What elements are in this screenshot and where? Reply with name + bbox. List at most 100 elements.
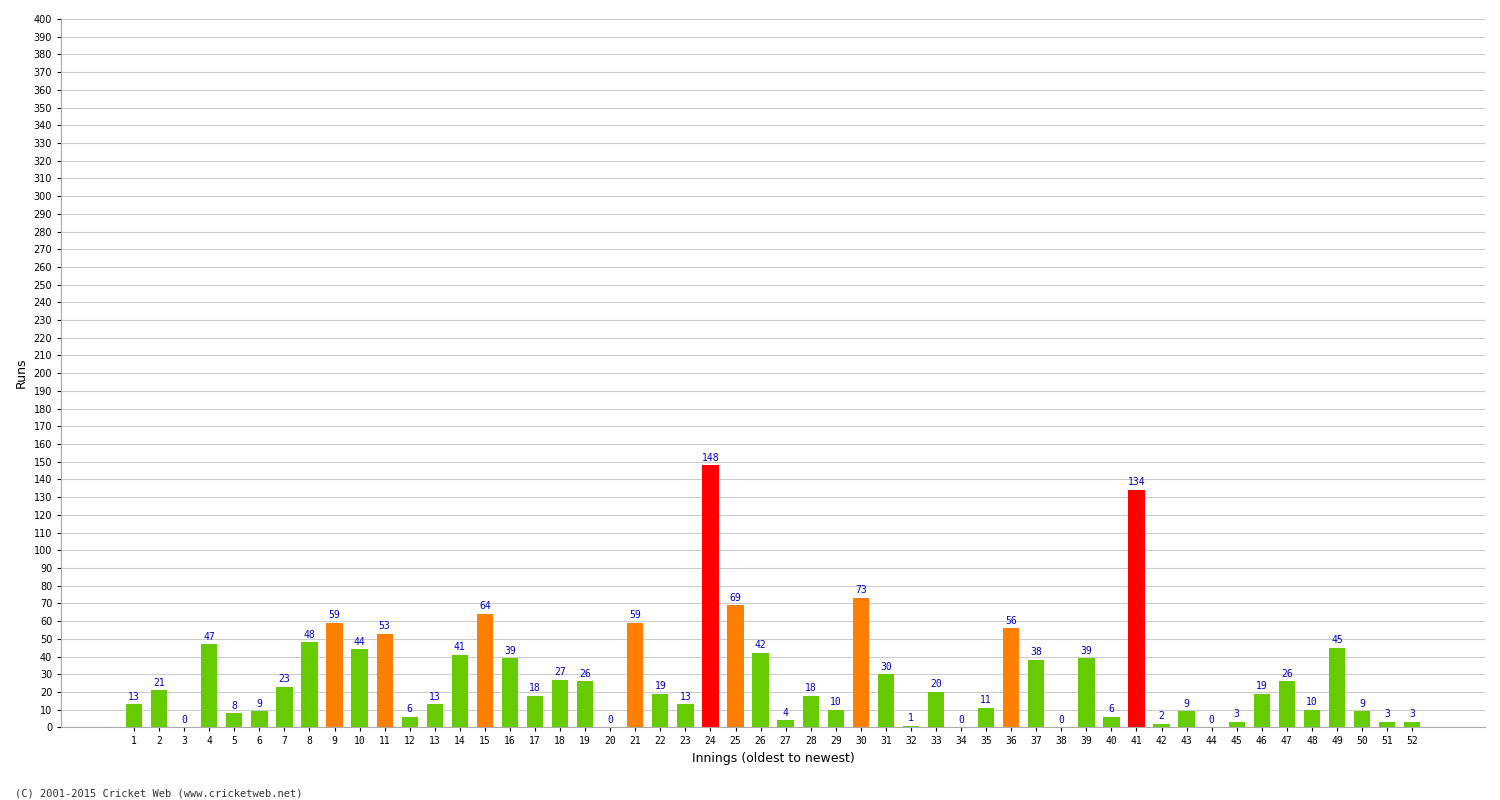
Bar — [1329, 648, 1346, 727]
Text: 8: 8 — [231, 701, 237, 710]
Text: 59: 59 — [328, 610, 340, 620]
Text: (C) 2001-2015 Cricket Web (www.cricketweb.net): (C) 2001-2015 Cricket Web (www.cricketwe… — [15, 788, 303, 798]
Bar — [1404, 722, 1420, 727]
Bar — [828, 710, 844, 727]
Text: 47: 47 — [204, 631, 214, 642]
Y-axis label: Runs: Runs — [15, 358, 28, 389]
Text: 148: 148 — [702, 453, 720, 462]
Text: 44: 44 — [354, 637, 366, 647]
Bar — [1128, 490, 1144, 727]
Bar — [1228, 722, 1245, 727]
Text: 0: 0 — [1209, 714, 1215, 725]
Text: 10: 10 — [1306, 697, 1318, 707]
Bar — [302, 642, 318, 727]
Text: 19: 19 — [1256, 681, 1268, 691]
Bar — [1254, 694, 1270, 727]
Text: 21: 21 — [153, 678, 165, 687]
Bar — [777, 720, 794, 727]
Bar — [627, 623, 644, 727]
Text: 56: 56 — [1005, 615, 1017, 626]
Text: 26: 26 — [1281, 669, 1293, 678]
Bar — [152, 690, 168, 727]
Bar — [578, 682, 594, 727]
Bar — [351, 650, 368, 727]
Bar — [327, 623, 342, 727]
Text: 53: 53 — [380, 621, 390, 631]
Text: 64: 64 — [478, 602, 490, 611]
Bar — [852, 598, 868, 727]
Bar — [201, 644, 217, 727]
Bar — [878, 674, 894, 727]
Text: 26: 26 — [579, 669, 591, 678]
Text: 2: 2 — [1158, 711, 1164, 722]
Text: 10: 10 — [830, 697, 842, 707]
Bar — [1278, 682, 1294, 727]
Text: 69: 69 — [729, 593, 741, 602]
Text: 6: 6 — [1108, 704, 1114, 714]
Text: 59: 59 — [630, 610, 640, 620]
Text: 13: 13 — [680, 692, 692, 702]
Bar — [126, 704, 142, 727]
Bar — [526, 695, 543, 727]
Bar — [1028, 660, 1044, 727]
Bar — [376, 634, 393, 727]
Text: 38: 38 — [1030, 647, 1042, 658]
Text: 1: 1 — [908, 713, 914, 723]
Text: 27: 27 — [554, 667, 566, 677]
Bar — [426, 704, 442, 727]
Text: 19: 19 — [654, 681, 666, 691]
X-axis label: Innings (oldest to newest): Innings (oldest to newest) — [692, 752, 855, 765]
Text: 13: 13 — [128, 692, 140, 702]
Text: 4: 4 — [783, 708, 789, 718]
Text: 0: 0 — [608, 714, 613, 725]
Text: 30: 30 — [880, 662, 891, 672]
Text: 0: 0 — [182, 714, 188, 725]
Bar — [1378, 722, 1395, 727]
Text: 3: 3 — [1384, 710, 1390, 719]
Text: 73: 73 — [855, 586, 867, 595]
Text: 6: 6 — [406, 704, 412, 714]
Bar — [702, 466, 718, 727]
Bar — [652, 694, 669, 727]
Text: 9: 9 — [1184, 699, 1190, 709]
Bar — [903, 726, 920, 727]
Bar — [928, 692, 944, 727]
Text: 13: 13 — [429, 692, 441, 702]
Bar — [1179, 711, 1194, 727]
Text: 23: 23 — [279, 674, 291, 684]
Bar — [276, 686, 292, 727]
Text: 18: 18 — [806, 683, 816, 693]
Bar — [452, 655, 468, 727]
Bar — [802, 695, 819, 727]
Text: 42: 42 — [754, 640, 766, 650]
Bar — [1154, 724, 1170, 727]
Text: 18: 18 — [530, 683, 542, 693]
Text: 3: 3 — [1408, 710, 1414, 719]
Bar — [1078, 658, 1095, 727]
Bar — [1354, 711, 1370, 727]
Bar — [1104, 717, 1119, 727]
Text: 20: 20 — [930, 679, 942, 690]
Text: 48: 48 — [303, 630, 315, 640]
Bar — [503, 658, 518, 727]
Bar — [1004, 628, 1020, 727]
Text: 0: 0 — [1059, 714, 1064, 725]
Bar — [402, 717, 418, 727]
Bar — [676, 704, 693, 727]
Bar — [477, 614, 494, 727]
Text: 134: 134 — [1128, 478, 1146, 487]
Bar — [753, 653, 768, 727]
Text: 39: 39 — [1080, 646, 1092, 656]
Text: 3: 3 — [1234, 710, 1239, 719]
Text: 9: 9 — [1359, 699, 1365, 709]
Bar — [1304, 710, 1320, 727]
Bar — [251, 711, 267, 727]
Text: 41: 41 — [454, 642, 465, 652]
Text: 0: 0 — [958, 714, 964, 725]
Text: 45: 45 — [1330, 635, 1342, 645]
Text: 39: 39 — [504, 646, 516, 656]
Bar — [552, 679, 568, 727]
Text: 9: 9 — [256, 699, 262, 709]
Bar — [226, 714, 243, 727]
Bar — [728, 606, 744, 727]
